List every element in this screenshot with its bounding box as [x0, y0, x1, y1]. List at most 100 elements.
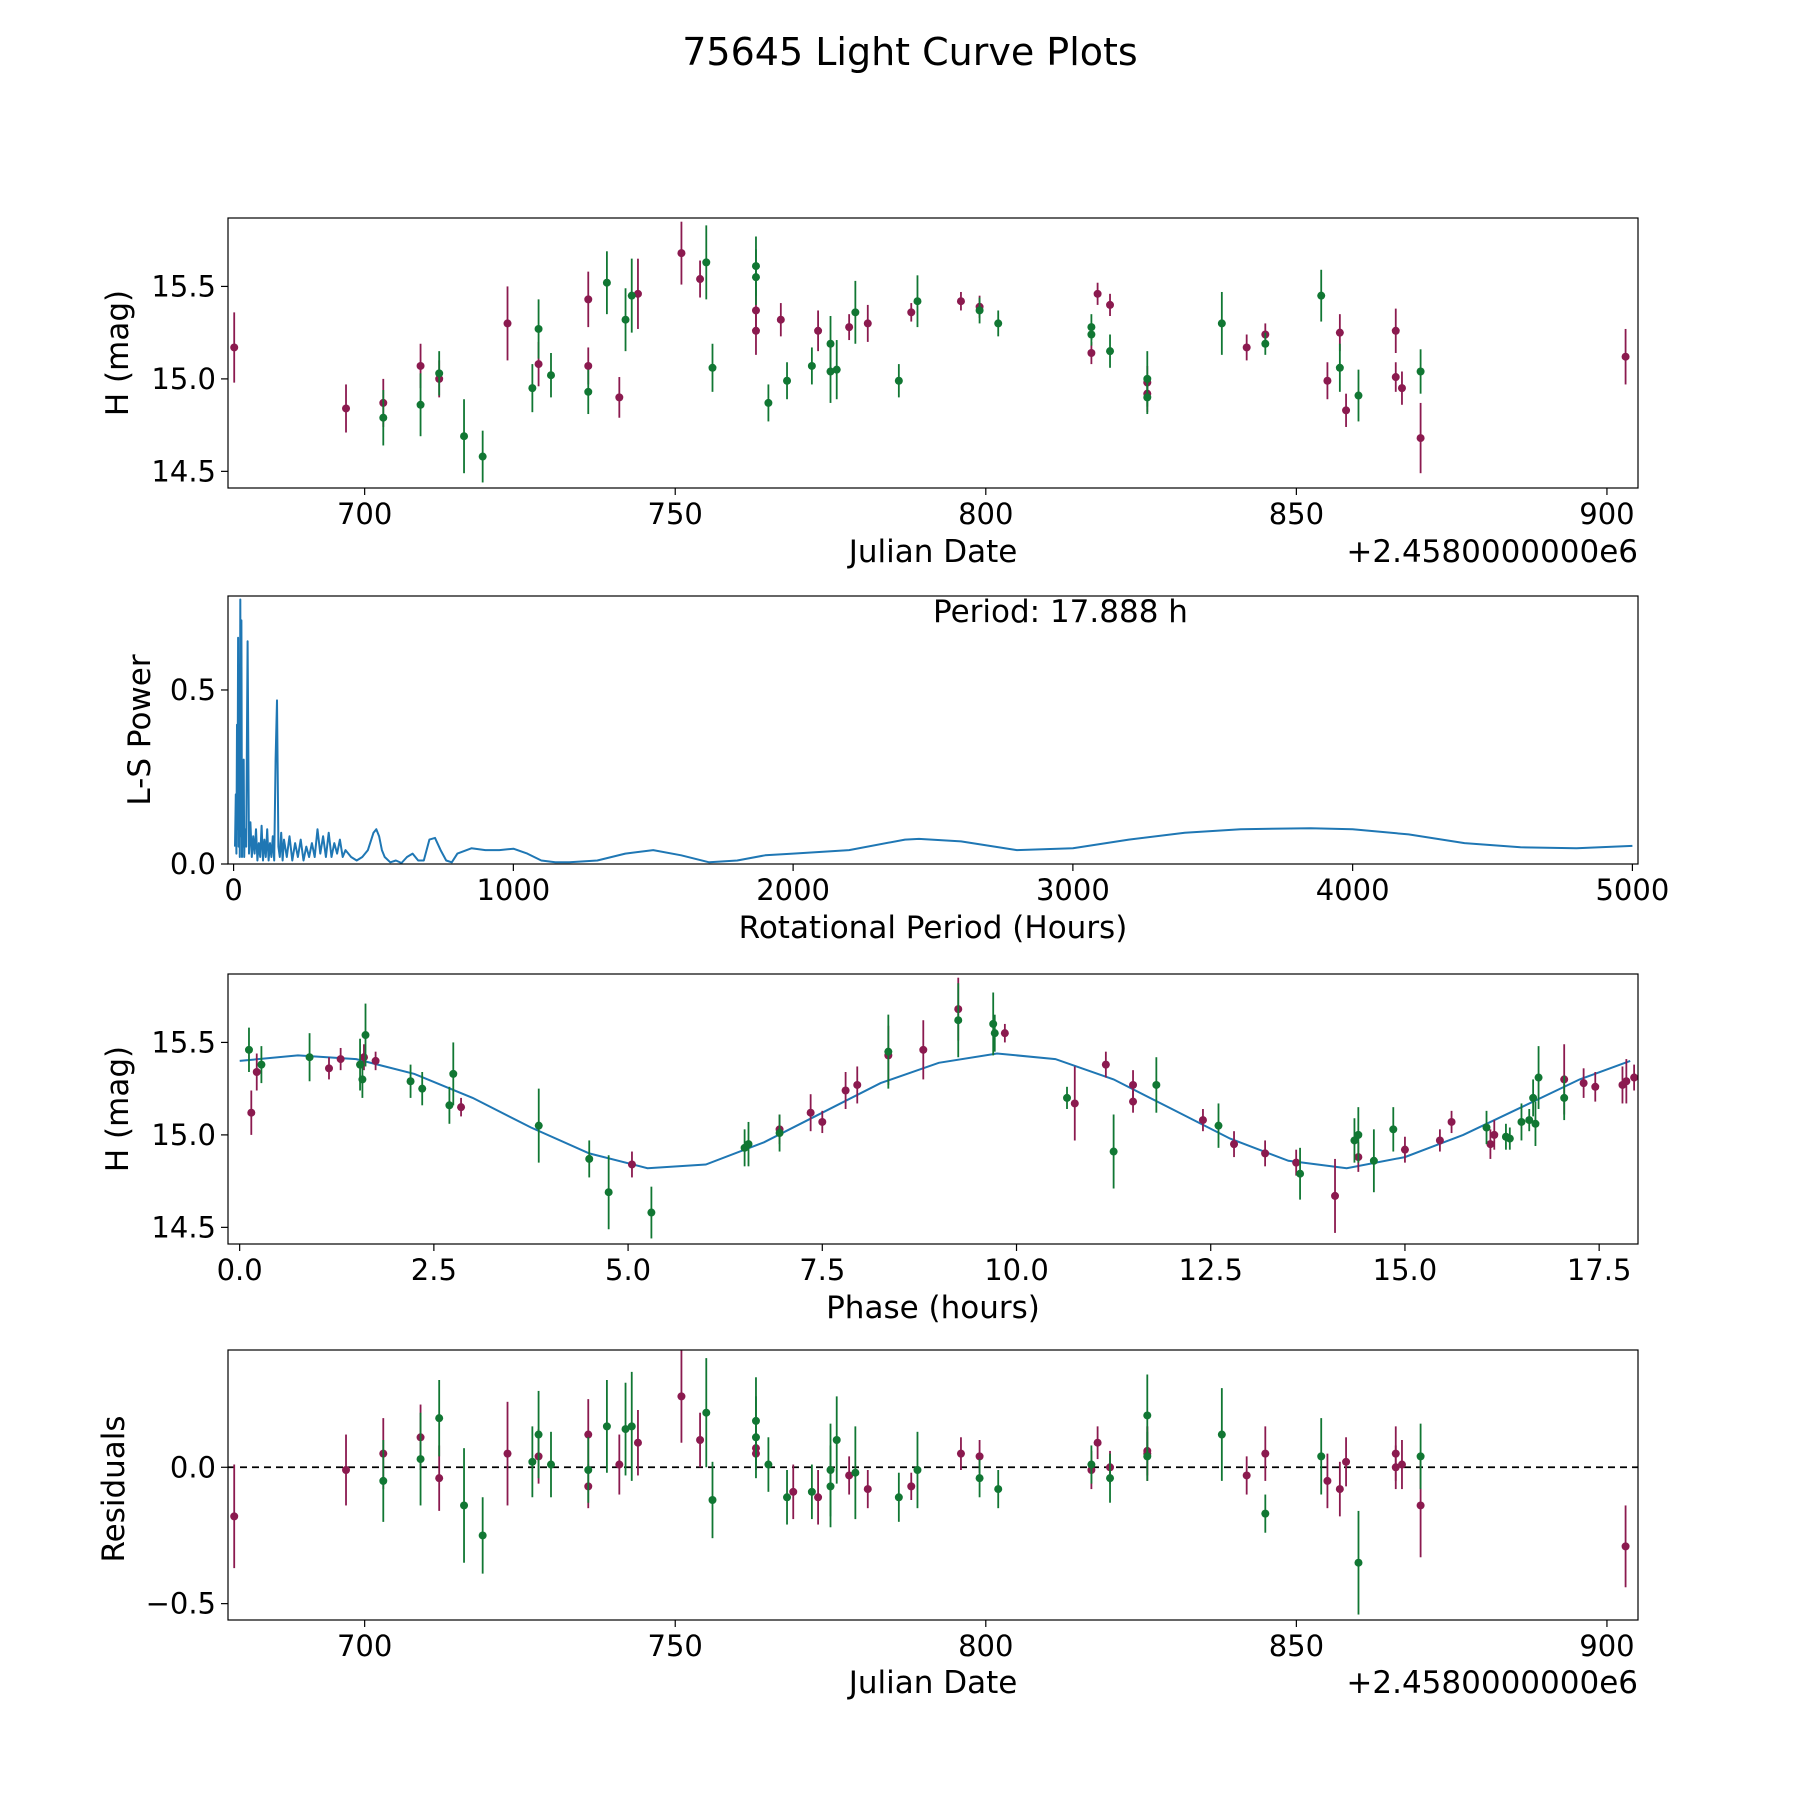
residuals-maroon-point [863, 1485, 872, 1494]
lightcurve-maroon-point [1087, 349, 1096, 357]
residuals-green-point [913, 1466, 922, 1474]
residuals-maroon-point [1335, 1485, 1344, 1494]
phased-maroon-point [853, 1080, 862, 1089]
lightcurve-maroon-point [1621, 352, 1630, 361]
lightcurve-maroon-point [814, 326, 823, 335]
lightcurve-maroon-point [1242, 343, 1251, 352]
lightcurve-green-point [764, 398, 773, 407]
lightcurve-green-point [528, 384, 537, 393]
residuals-maroon-point [789, 1487, 798, 1496]
lightcurve-maroon-point [1391, 326, 1400, 335]
lightcurve-maroon-point [907, 308, 916, 317]
phased-maroon-point [1101, 1060, 1110, 1069]
residuals-maroon-point [1323, 1476, 1332, 1485]
phased-green-point [744, 1140, 753, 1149]
lightcurve-xlabel: Julian Date [847, 534, 1018, 570]
lightcurve-plot-area [230, 221, 1648, 483]
residuals-maroon-point [342, 1466, 351, 1474]
phased-green-point [1560, 1093, 1569, 1102]
lightcurve-maroon-point [584, 361, 593, 370]
lightcurve-green-point [751, 273, 760, 282]
lightcurve-green-point [546, 371, 555, 380]
residuals-maroon-point [1261, 1449, 1270, 1458]
phased-xtick-label: 12.5 [1178, 1253, 1243, 1287]
lightcurve-xtick-label: 800 [958, 497, 1013, 531]
phased-green-point [406, 1077, 415, 1086]
lightcurve-maroon-point [776, 315, 785, 324]
residuals-maroon-point [696, 1436, 705, 1444]
phased-xtick-label: 10.0 [984, 1253, 1049, 1287]
periodogram-xtick-label: 0 [224, 873, 242, 907]
phased-maroon-point [1198, 1116, 1207, 1125]
phased-plot-area [239, 977, 1638, 1239]
lightcurve-maroon-point [1093, 289, 1102, 298]
lightcurve-maroon-point [863, 319, 872, 328]
residuals-maroon-point [975, 1452, 984, 1461]
residuals-green-point [1143, 1411, 1152, 1420]
phased-maroon-point [1622, 1077, 1631, 1086]
phased-axes: 0.0 2.5 5.0 7.5 10.0 12.5 15.0 17.5 14.5 15.0 15.5 [151, 1025, 1631, 1287]
residuals-green-point [1416, 1452, 1425, 1461]
residuals-maroon-point [584, 1430, 593, 1439]
lightcurve-green-point [416, 400, 425, 409]
lightcurve-green-point [1317, 291, 1326, 300]
residuals-green-point [708, 1496, 717, 1504]
residuals-axes: 700 750 800 850 900 −0.5 0.0 [146, 1450, 1635, 1663]
lightcurve-frame [227, 217, 1639, 489]
phased-maroon-point [1230, 1140, 1239, 1149]
residuals-maroon-point [677, 1392, 686, 1401]
phased-maroon-point [1070, 1099, 1079, 1108]
lightcurve-maroon-point [751, 326, 760, 335]
periodogram-xtick-label: 1000 [476, 873, 550, 907]
lightcurve-xtick-label: 700 [337, 497, 392, 531]
lightcurve-green-point [783, 376, 792, 385]
lightcurve-maroon-point [1640, 323, 1648, 331]
phased-maroon-point [1435, 1136, 1444, 1145]
phased-green-point [954, 1016, 963, 1025]
residuals-green-point [751, 1433, 760, 1442]
residuals-green-point [851, 1468, 860, 1477]
residuals-green-point [584, 1466, 593, 1474]
phased-green-point [257, 1060, 266, 1069]
phased-green-point [884, 1047, 893, 1056]
residuals-xtick-label: 850 [1269, 1629, 1324, 1663]
lightcurve-maroon-point [696, 275, 705, 284]
lightcurve-green-point [1217, 319, 1226, 328]
residuals-green-point [528, 1457, 537, 1466]
phased-maroon-point [324, 1064, 333, 1073]
residuals-green-point [546, 1460, 555, 1469]
lightcurve-green-point [913, 297, 922, 306]
lightcurve-green-point [702, 258, 711, 267]
lightcurve-maroon-point [1323, 376, 1332, 385]
periodogram-ytick-label: 0.5 [170, 673, 216, 707]
lightcurve-green-point [478, 452, 487, 461]
phased-green-point [358, 1075, 367, 1084]
phased-panel: 0.0 2.5 5.0 7.5 10.0 12.5 15.0 17.5 14.5 15.0 15.5… [100, 973, 1639, 1326]
residuals-plot-area [228, 1350, 1638, 1615]
lightcurve-green-point [807, 361, 816, 370]
residuals-xtick-label: 900 [1579, 1629, 1634, 1663]
phased-maroon-point [1486, 1140, 1495, 1149]
lightcurve-maroon-point [677, 249, 686, 258]
phased-green-point [647, 1208, 656, 1217]
residuals-maroon-point [1416, 1501, 1425, 1510]
phased-maroon-point [1129, 1097, 1138, 1106]
residuals-xlabel: Julian Date [847, 1665, 1018, 1701]
residuals-maroon-point [1391, 1449, 1400, 1458]
lightcurve-maroon-point [342, 404, 351, 413]
phased-green-point [534, 1121, 543, 1130]
phased-maroon-point [919, 1045, 928, 1054]
periodogram-axes: 0 1000 2000 3000 4000 5000 0.0 0.5 [170, 673, 1669, 907]
lightcurve-green-point [1261, 339, 1270, 348]
periodogram-xtick-label: 3000 [1036, 873, 1110, 907]
residuals-green-point [534, 1430, 543, 1439]
phased-ytick-label: 15.5 [151, 1025, 216, 1059]
residuals-green-point [1317, 1452, 1326, 1461]
lightcurve-green-point [1335, 363, 1344, 372]
phased-xtick-label: 15.0 [1373, 1253, 1438, 1287]
lightcurve-xtick-label: 850 [1269, 497, 1324, 531]
residuals-green-point [764, 1460, 773, 1469]
phased-green-point [585, 1154, 594, 1163]
residuals-maroon-point [230, 1512, 239, 1521]
periodogram-panel: 0 1000 2000 3000 4000 5000 0.0 0.5 Period: 17.8… [122, 594, 1669, 946]
